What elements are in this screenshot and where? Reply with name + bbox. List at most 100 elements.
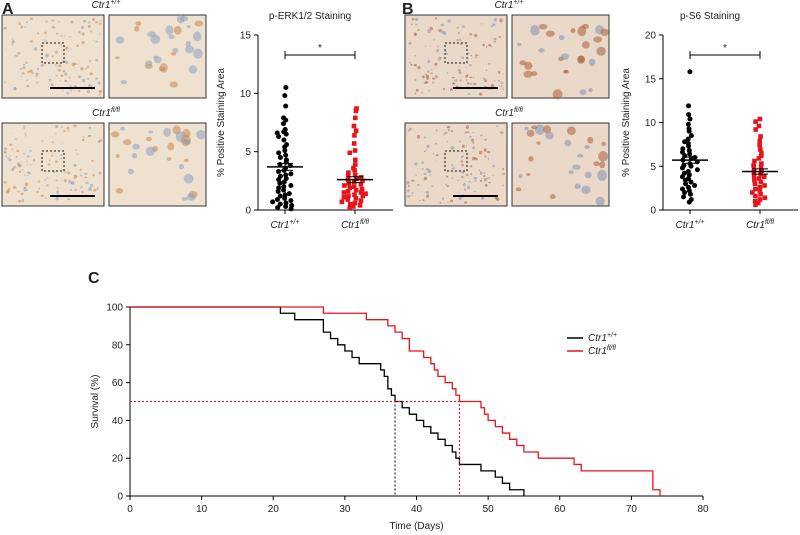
cell — [426, 144, 430, 149]
data-point — [758, 147, 763, 152]
y-tick-label: 20 — [112, 454, 124, 465]
data-point — [353, 128, 359, 133]
cell — [26, 79, 28, 81]
data-point — [352, 162, 358, 167]
cell — [435, 159, 437, 161]
cell — [60, 154, 63, 156]
cell — [479, 150, 483, 155]
cell — [98, 93, 101, 96]
data-point — [752, 158, 757, 164]
cell — [459, 79, 462, 82]
data-point — [351, 179, 357, 185]
cell — [470, 164, 473, 168]
cell — [484, 79, 488, 83]
cell — [21, 199, 25, 203]
cell — [432, 81, 435, 84]
cell — [465, 125, 470, 129]
cell — [446, 184, 450, 188]
data-point — [288, 183, 294, 188]
data-point — [274, 197, 280, 202]
cell — [30, 164, 32, 166]
cell — [29, 17, 33, 20]
data-point — [694, 167, 700, 173]
cell — [519, 60, 527, 66]
data-point — [682, 190, 688, 195]
cell — [123, 139, 132, 146]
cell — [447, 201, 449, 203]
cell — [444, 131, 448, 135]
cell — [17, 190, 20, 193]
cell — [568, 170, 574, 174]
cell — [427, 29, 431, 34]
cell — [411, 179, 415, 182]
cell — [98, 171, 102, 175]
cell — [415, 174, 417, 176]
data-point — [757, 188, 763, 194]
cell — [471, 138, 474, 142]
cell — [21, 72, 25, 75]
cell — [98, 89, 102, 94]
cell — [596, 46, 606, 56]
image-label: Ctr1fl/fl — [92, 107, 120, 119]
cell — [469, 64, 472, 67]
cell — [563, 69, 568, 73]
cell — [406, 180, 410, 185]
micrograph — [404, 14, 508, 99]
cell — [524, 61, 533, 70]
cell — [487, 158, 490, 160]
data-point — [758, 164, 764, 170]
data-point — [346, 180, 352, 186]
cell — [37, 180, 41, 183]
cell — [474, 190, 476, 193]
cell — [432, 153, 435, 155]
cell — [40, 63, 44, 67]
cell — [456, 39, 459, 41]
cell — [414, 92, 417, 95]
data-point — [352, 192, 357, 198]
data-point — [288, 198, 294, 204]
data-point — [281, 187, 287, 193]
cell — [432, 77, 436, 80]
cell — [457, 31, 460, 35]
cell — [485, 69, 488, 71]
cell — [45, 171, 47, 172]
cell — [14, 54, 19, 57]
cell — [474, 56, 478, 59]
y-tick-label: 5 — [650, 162, 656, 173]
cell — [193, 31, 202, 42]
cell — [467, 82, 470, 85]
cell — [414, 78, 417, 82]
legend-label: Ctr1+/+ — [588, 332, 617, 344]
cell — [69, 89, 73, 92]
cell — [74, 164, 77, 167]
cell — [492, 164, 495, 168]
cell — [80, 25, 85, 30]
cell — [45, 20, 48, 23]
significance-label: * — [318, 43, 322, 54]
cell — [490, 83, 495, 88]
cell — [423, 178, 426, 181]
cell — [446, 175, 449, 178]
x-tick-label-sup: +/+ — [694, 219, 704, 226]
cell — [423, 172, 427, 175]
cell — [460, 176, 464, 179]
cell — [92, 39, 94, 41]
cell — [89, 60, 92, 62]
cell — [21, 168, 24, 171]
cell — [478, 169, 481, 171]
data-point — [686, 199, 692, 205]
cell — [14, 138, 17, 140]
cell — [110, 131, 120, 138]
median-line — [130, 401, 460, 496]
sem-bar — [682, 156, 698, 164]
cell — [499, 18, 503, 23]
data-point — [759, 150, 764, 156]
cell — [50, 154, 54, 157]
data-point — [679, 165, 685, 171]
data-point — [345, 197, 351, 202]
cell — [37, 32, 40, 35]
cell — [470, 83, 473, 86]
image-label: Ctr1+/+ — [494, 0, 523, 11]
cell — [73, 124, 77, 128]
data-point — [753, 193, 758, 199]
